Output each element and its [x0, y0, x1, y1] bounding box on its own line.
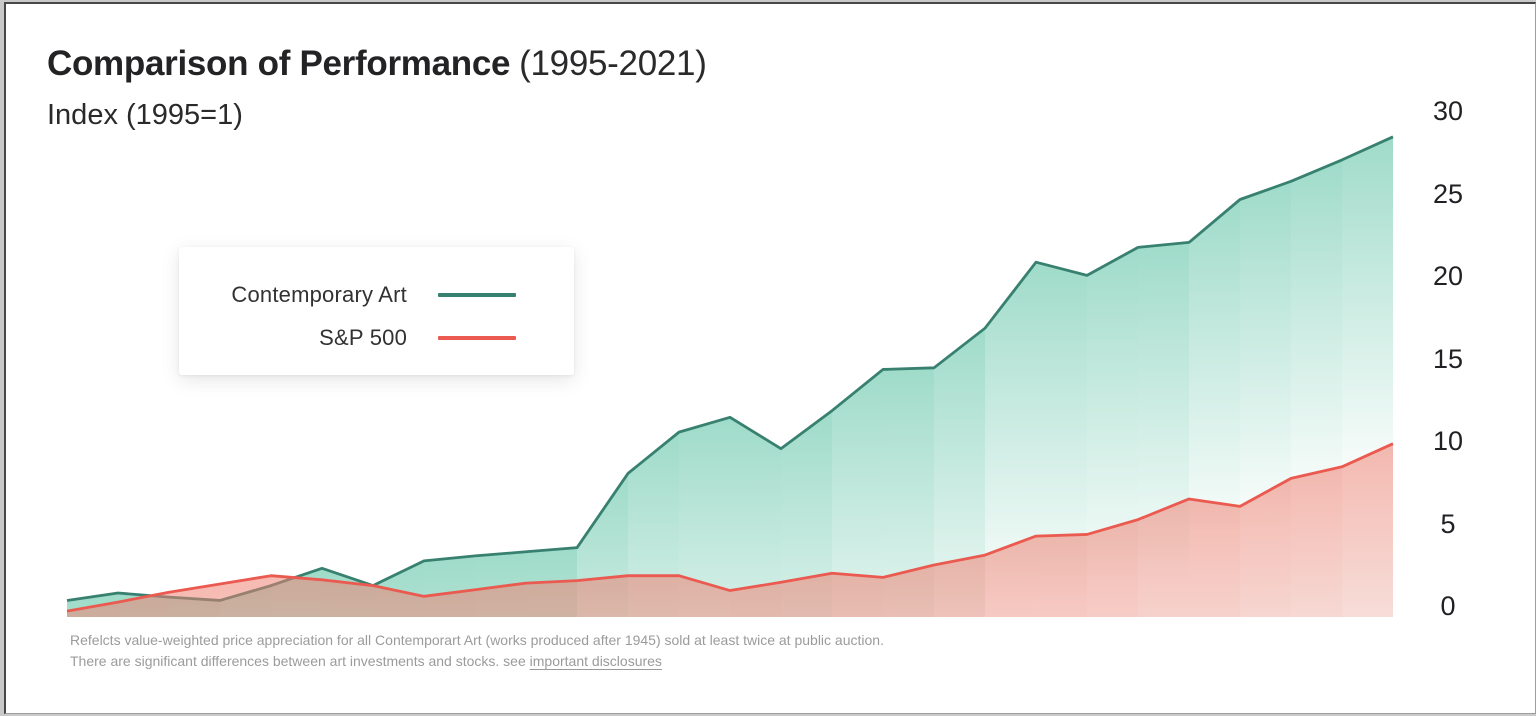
footnote: Refelcts value-weighted price appreciati… — [70, 630, 884, 672]
legend-label: Contemporary Art — [179, 282, 407, 308]
app-frame: Comparison of Performance(1995-2021) Ind… — [4, 2, 1536, 714]
y-tick-label: 5 — [1420, 508, 1476, 540]
chart-subtitle: Index (1995=1) — [47, 99, 707, 132]
important-disclosures-link[interactable]: important disclosures — [530, 653, 662, 669]
footnote-line-1: Refelcts value-weighted price appreciati… — [70, 630, 884, 651]
page-title: Comparison of Performance(1995-2021) — [47, 44, 707, 84]
y-tick-label: 20 — [1420, 260, 1476, 292]
footnote-line-2: There are significant differences betwee… — [70, 651, 884, 672]
y-tick-label: 10 — [1420, 425, 1476, 457]
title-period: (1995-2021) — [519, 44, 706, 83]
y-tick-label: 15 — [1420, 343, 1476, 375]
legend-item-sp500: S&P 500 — [179, 316, 574, 359]
y-tick-label: 25 — [1420, 178, 1476, 210]
y-tick-label: 0 — [1420, 590, 1476, 622]
y-tick-label: 30 — [1420, 95, 1476, 127]
legend-label: S&P 500 — [179, 325, 407, 351]
legend-item-contemporary-art: Contemporary Art — [179, 273, 574, 316]
sp500-line-swatch — [438, 336, 516, 340]
legend: Contemporary Art S&P 500 — [179, 247, 574, 375]
footnote-line-2-text: There are significant differences betwee… — [70, 653, 530, 669]
title-main: Comparison of Performance — [47, 44, 510, 83]
chart-header: Comparison of Performance(1995-2021) Ind… — [47, 44, 707, 132]
contemporary-art-line-swatch — [438, 293, 516, 297]
